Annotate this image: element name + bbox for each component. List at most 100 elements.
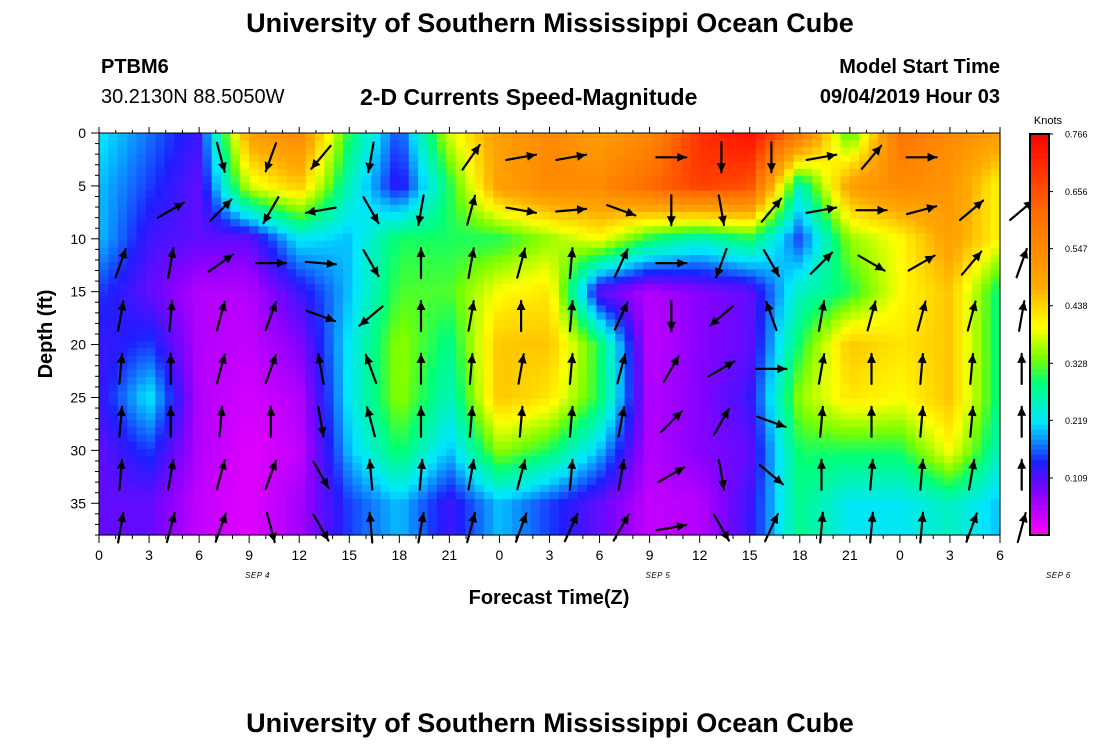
heatmap-cell [746, 355, 757, 364]
heatmap-cell [361, 477, 372, 486]
heatmap-cell [399, 398, 410, 407]
heatmap-cell [465, 448, 476, 457]
heatmap-cell [202, 197, 213, 206]
heatmap-cell [605, 262, 616, 270]
heatmap-cell [117, 276, 128, 285]
heatmap-cell [558, 312, 569, 321]
heatmap-cell [812, 384, 823, 393]
heatmap-cell [596, 255, 607, 263]
heatmap-cell [267, 197, 278, 206]
heatmap-cell [361, 341, 372, 349]
heatmap-cell [267, 391, 278, 400]
heatmap-cell [981, 326, 992, 335]
heatmap-cell [877, 147, 888, 156]
heatmap-cell [718, 176, 729, 184]
heatmap-cell [174, 298, 185, 306]
heatmap-cell [483, 398, 494, 407]
heatmap-cell [286, 405, 297, 414]
heatmap-cell [277, 269, 288, 278]
heatmap-cell [145, 341, 156, 349]
heatmap-cell [174, 319, 185, 328]
heatmap-cell [314, 305, 325, 314]
heatmap-cell [784, 298, 795, 306]
heatmap-cell [859, 240, 870, 249]
heatmap-cell [699, 448, 710, 457]
heatmap-cell [549, 477, 560, 486]
heatmap-cell [174, 283, 185, 292]
heatmap-cell [258, 412, 269, 421]
heatmap-cell [943, 161, 954, 170]
heatmap-cell [343, 298, 354, 306]
heatmap-cell [699, 276, 710, 285]
heatmap-cell [587, 463, 598, 471]
heatmap-cell [934, 341, 945, 349]
heatmap-cell [821, 305, 832, 314]
heatmap-cell [230, 168, 241, 177]
heatmap-cell [108, 269, 119, 278]
heatmap-cell [483, 262, 494, 270]
heatmap-cell [474, 255, 485, 263]
heatmap-cell [183, 319, 194, 328]
heatmap-cell [774, 391, 785, 400]
heatmap-cell [605, 283, 616, 292]
heatmap-cell [990, 470, 1001, 479]
heatmap-cell [549, 491, 560, 500]
heatmap-cell [202, 233, 213, 242]
heatmap-cell [155, 140, 166, 148]
heatmap-cell [924, 262, 935, 270]
heatmap-cell [990, 154, 1001, 163]
heatmap-cell [840, 298, 851, 306]
heatmap-cell [202, 369, 213, 378]
heatmap-cell [258, 190, 269, 199]
heatmap-cell [896, 197, 907, 206]
heatmap-cell [840, 405, 851, 414]
heatmap-cell [446, 190, 457, 199]
heatmap-cell [568, 290, 579, 299]
heatmap-cell [784, 470, 795, 479]
heatmap-cell [502, 456, 513, 464]
heatmap-cell [239, 420, 250, 428]
heatmap-cell [709, 255, 720, 263]
heatmap-cell [587, 269, 598, 278]
heatmap-cell [127, 377, 138, 385]
heatmap-cell [455, 405, 466, 414]
heatmap-cell [221, 348, 231, 357]
heatmap-cell [662, 362, 673, 371]
heatmap-cell [671, 176, 682, 184]
heatmap-cell [765, 391, 776, 400]
heatmap-cell [446, 348, 457, 357]
heatmap-cell [352, 197, 363, 206]
heatmap-cell [399, 491, 410, 500]
heatmap-cell [868, 168, 879, 177]
heatmap-cell [671, 319, 682, 328]
heatmap-cell [399, 197, 410, 206]
heatmap-cell [587, 255, 598, 263]
heatmap-cell [389, 147, 400, 156]
heatmap-cell [511, 190, 522, 199]
heatmap-cell [934, 161, 945, 170]
heatmap-cell [587, 470, 598, 479]
heatmap-cell [671, 183, 682, 192]
heatmap-cell [164, 484, 175, 493]
heatmap-cell [690, 412, 701, 421]
heatmap-cell [399, 190, 410, 199]
heatmap-cell [465, 412, 476, 421]
heatmap-cell [361, 240, 372, 249]
heatmap-cell [136, 211, 147, 220]
heatmap-cell [493, 226, 504, 235]
heatmap-cell [643, 211, 654, 220]
heatmap-cell [568, 133, 579, 141]
heatmap-cell [633, 434, 644, 443]
heatmap-cell [192, 290, 203, 299]
heatmap-cell [305, 319, 316, 328]
heatmap-cell [389, 183, 400, 192]
heatmap-cell [596, 499, 607, 507]
heatmap-cell [361, 369, 372, 378]
heatmap-cell [343, 290, 354, 299]
heatmap-cell [793, 283, 804, 292]
heatmap-cell [343, 319, 354, 328]
heatmap-cell [352, 405, 363, 414]
heatmap-cell [690, 276, 701, 285]
heatmap-cell [962, 183, 973, 192]
heatmap-cell [511, 147, 522, 156]
